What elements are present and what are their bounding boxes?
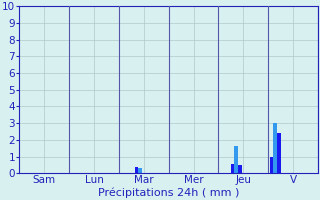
Bar	[231, 164, 234, 173]
Bar	[270, 157, 274, 173]
Bar	[274, 123, 277, 173]
Bar	[234, 146, 238, 173]
Bar	[277, 133, 281, 173]
Bar	[238, 165, 242, 173]
X-axis label: Précipitations 24h ( mm ): Précipitations 24h ( mm )	[98, 187, 239, 198]
Bar	[135, 167, 139, 173]
Bar	[139, 168, 142, 173]
